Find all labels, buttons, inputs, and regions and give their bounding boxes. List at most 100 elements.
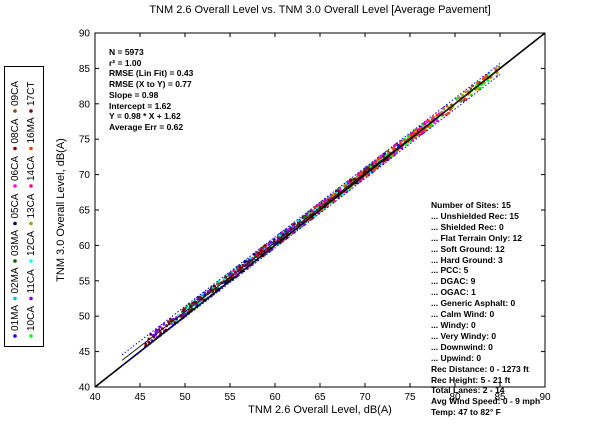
data-point-12CA (248, 256, 252, 260)
data-point-12CA (217, 279, 221, 283)
data-point-16MA (419, 126, 422, 130)
legend-label: 11CA (26, 269, 37, 294)
data-point-17CT (182, 308, 185, 311)
legend-item-16MA: 16MA (26, 117, 37, 151)
data-point-13CA (442, 107, 446, 111)
y-tick-label: 80 (79, 99, 91, 110)
site-note-line: ... Unshielded Rec: 15 (431, 210, 519, 221)
y-tick-label: 85 (79, 64, 91, 75)
data-point-16MA (313, 205, 317, 209)
legend-item-05CA: 05CA (10, 193, 21, 226)
legend-marker (29, 109, 33, 113)
site-note-line: ... PCC: 5 (431, 265, 469, 276)
x-tick-label: 50 (179, 392, 191, 403)
site-note-line: Total Lanes: 2 - 14 (431, 385, 505, 396)
data-point-14CA (311, 209, 314, 213)
data-point-13CA (495, 74, 499, 78)
data-point-16MA (372, 169, 375, 173)
legend-item-11CA: 11CA (26, 269, 37, 301)
legend-marker (29, 221, 33, 226)
data-point-16MA (413, 136, 417, 140)
data-point-09CA (462, 99, 466, 102)
data-point-14CA (232, 269, 236, 273)
legend-label: 06CA (10, 156, 21, 181)
legend-marker (13, 109, 17, 113)
data-point-10CA (405, 143, 408, 147)
data-point-05CA (383, 152, 387, 156)
legend-item-08CA: 08CA (10, 118, 21, 151)
stat-line: r² = 1.00 (109, 57, 142, 68)
data-point-17CT (385, 158, 389, 162)
legend-item-02MA: 02MA (10, 267, 21, 301)
site-note-line: ... Downwind: 0 (431, 341, 493, 352)
stat-line: N = 5973 (109, 47, 144, 57)
chart-title: TNM 2.6 Overall Level vs. TNM 3.0 Overal… (149, 4, 491, 16)
data-point-16MA (414, 128, 418, 132)
data-point-14CA (423, 122, 427, 125)
site-note-line: Rec Height: 5 - 21 ft (431, 374, 511, 385)
legend-marker (29, 296, 33, 301)
data-point-02MA (200, 293, 204, 297)
data-point-14CA (374, 160, 378, 164)
data-point-17CT (191, 302, 194, 305)
data-point-16MA (476, 81, 479, 85)
data-point-11CA (162, 322, 166, 326)
data-point-11CA (158, 325, 162, 329)
data-point-13CA (439, 111, 442, 115)
site-note-line: ... Soft Ground: 12 (431, 243, 505, 254)
stat-line: Slope = 0.98 (109, 89, 159, 100)
data-point-14CA (381, 162, 385, 165)
data-point-10CA (406, 134, 410, 138)
site-note-line: ... Windy: 0 (431, 319, 476, 330)
data-point-13CA (457, 96, 461, 100)
data-point-17CT (336, 189, 340, 193)
data-point-14CA (323, 199, 326, 203)
x-tick-label: 60 (269, 392, 281, 403)
legend-label: 09CA (10, 81, 21, 106)
data-point-08CA (159, 331, 163, 335)
x-tick-label: 85 (494, 392, 506, 403)
legend-marker (29, 259, 33, 263)
site-note-line: Avg Wind Speed: 0 - 9 mph (431, 396, 541, 407)
data-point-17CT (301, 216, 305, 219)
y-axis-ticks: 40 45 50 55 60 65 70 75 80 85 90 (79, 29, 545, 394)
data-point-09CA (386, 150, 390, 153)
legend-label: 08CA (10, 118, 21, 143)
reference-lines (94, 32, 546, 388)
site-notes: Number of Sites: 15... Unshielded Rec: 1… (431, 200, 540, 418)
data-point-16MA (403, 139, 406, 142)
legend-label: 10CA (26, 306, 37, 331)
data-point-06CA (435, 119, 439, 123)
y-tick-label: 50 (79, 312, 91, 323)
fit-line (121, 68, 501, 361)
data-point-17CT (224, 275, 228, 279)
y-tick-label: 75 (79, 135, 91, 146)
y-tick-label: 45 (79, 347, 91, 358)
legend-item-01MA: 01MA (10, 305, 21, 338)
data-point-16MA (409, 133, 413, 137)
legend-marker (13, 334, 17, 338)
data-point-09CA (469, 87, 473, 91)
data-point-11CA (267, 243, 271, 247)
legend-item-10CA: 10CA (26, 306, 37, 338)
legend-marker (13, 184, 17, 188)
data-point-16MA (448, 108, 452, 112)
legend-marker (29, 334, 33, 338)
x-axis-ticks: 40 45 50 55 60 65 70 75 80 85 90 (89, 33, 551, 403)
data-point-16MA (464, 97, 468, 101)
y-tick-label: 65 (79, 206, 91, 217)
legend-item-14CA: 14CA (26, 156, 37, 188)
data-point-05CA (243, 260, 247, 264)
stat-line: Average Err = 0.62 (109, 121, 184, 132)
x-tick-label: 70 (359, 392, 371, 403)
legend-label: 01MA (10, 305, 21, 331)
data-point-10CA (486, 79, 490, 83)
y-tick-label: 70 (79, 170, 91, 181)
data-point-11CA (155, 329, 159, 332)
data-point-08CA (167, 320, 170, 324)
legend-item-13CA: 13CA (26, 193, 37, 226)
stat-line: Y = 0.98 * X + 1.62 (109, 111, 181, 122)
data-point-16MA (445, 104, 449, 108)
data-point-08CA (208, 288, 212, 292)
data-point-13CA (429, 124, 433, 128)
